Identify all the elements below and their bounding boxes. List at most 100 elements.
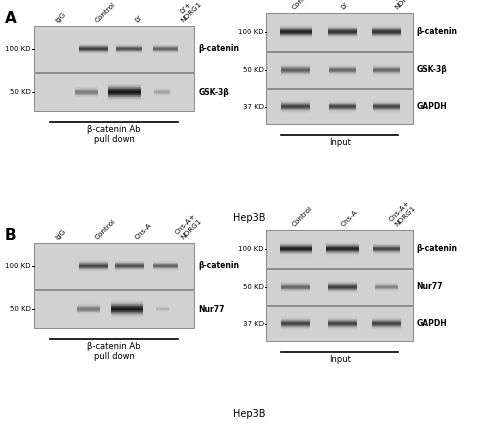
Bar	[153, 44, 179, 45]
Bar	[373, 76, 400, 77]
Bar	[329, 63, 356, 64]
Bar	[115, 268, 144, 269]
Bar	[79, 267, 108, 268]
Text: GSK-3β: GSK-3β	[417, 66, 447, 75]
Bar	[372, 22, 401, 23]
Bar	[328, 319, 357, 320]
Bar	[279, 244, 312, 245]
Bar	[117, 43, 142, 44]
Bar	[373, 105, 400, 106]
Bar	[79, 51, 108, 52]
Bar	[77, 303, 99, 304]
Bar	[108, 98, 141, 99]
Bar	[375, 291, 398, 292]
Bar	[77, 304, 99, 305]
Bar	[79, 56, 108, 57]
Bar	[77, 310, 99, 311]
Bar	[326, 242, 359, 243]
Bar	[117, 48, 142, 49]
Text: Control: Control	[291, 205, 313, 228]
Bar	[279, 246, 312, 247]
Bar	[279, 33, 312, 34]
Bar	[373, 112, 400, 113]
Bar	[279, 257, 312, 258]
Bar	[279, 34, 312, 35]
Bar	[372, 325, 401, 326]
Bar	[375, 292, 398, 293]
Bar	[154, 97, 170, 98]
Bar	[328, 329, 357, 330]
Bar	[117, 42, 142, 43]
Bar	[77, 309, 99, 310]
Bar	[373, 252, 400, 253]
Bar	[279, 255, 312, 256]
Bar	[153, 260, 179, 261]
Bar	[108, 102, 141, 103]
Text: β-catenin: β-catenin	[198, 261, 239, 270]
Bar	[115, 269, 144, 270]
Bar	[373, 65, 400, 66]
Bar	[281, 103, 311, 104]
Bar	[373, 100, 400, 101]
Bar	[77, 302, 99, 303]
Bar	[328, 281, 357, 282]
Bar	[279, 247, 312, 248]
Bar	[281, 108, 311, 109]
Bar	[115, 264, 144, 265]
Bar	[79, 41, 108, 42]
Bar	[115, 267, 144, 268]
Bar	[373, 249, 400, 250]
Bar	[153, 261, 179, 262]
Bar	[279, 245, 312, 246]
Bar	[153, 53, 179, 54]
Bar	[79, 270, 108, 271]
Bar	[329, 108, 356, 109]
Bar	[75, 91, 98, 92]
Bar	[79, 266, 108, 267]
Bar	[281, 105, 311, 106]
Bar	[373, 71, 400, 72]
Bar	[154, 95, 170, 96]
Bar	[373, 66, 400, 67]
Bar	[328, 279, 357, 280]
Bar	[79, 42, 108, 43]
Bar	[328, 34, 357, 35]
Bar	[108, 101, 141, 102]
Bar	[117, 52, 142, 53]
Bar	[281, 67, 311, 68]
Bar	[329, 62, 356, 63]
Bar	[328, 323, 357, 324]
Bar	[326, 246, 359, 247]
Bar	[108, 103, 141, 104]
Bar	[75, 85, 98, 86]
Bar	[77, 313, 99, 314]
Bar	[373, 243, 400, 244]
Text: Control: Control	[291, 0, 313, 11]
Bar	[153, 264, 179, 265]
Bar	[279, 251, 312, 252]
Bar	[75, 92, 98, 93]
Bar	[77, 311, 99, 312]
Bar	[329, 98, 356, 99]
Bar	[77, 301, 99, 302]
Bar	[375, 285, 398, 286]
Bar	[108, 91, 141, 92]
Bar	[115, 271, 144, 272]
Bar	[279, 21, 312, 22]
Bar	[156, 305, 168, 306]
Bar	[328, 25, 357, 26]
Bar	[329, 68, 356, 69]
Bar	[153, 266, 179, 267]
Bar	[108, 100, 141, 101]
Bar	[329, 65, 356, 66]
Bar	[108, 96, 141, 97]
Bar	[328, 281, 357, 282]
Bar	[75, 90, 98, 91]
Bar	[372, 324, 401, 325]
Bar	[154, 96, 170, 97]
Bar	[153, 262, 179, 263]
Bar	[279, 41, 312, 42]
Bar	[373, 98, 400, 99]
Text: β-catenin: β-catenin	[417, 27, 457, 36]
Bar	[281, 292, 311, 293]
